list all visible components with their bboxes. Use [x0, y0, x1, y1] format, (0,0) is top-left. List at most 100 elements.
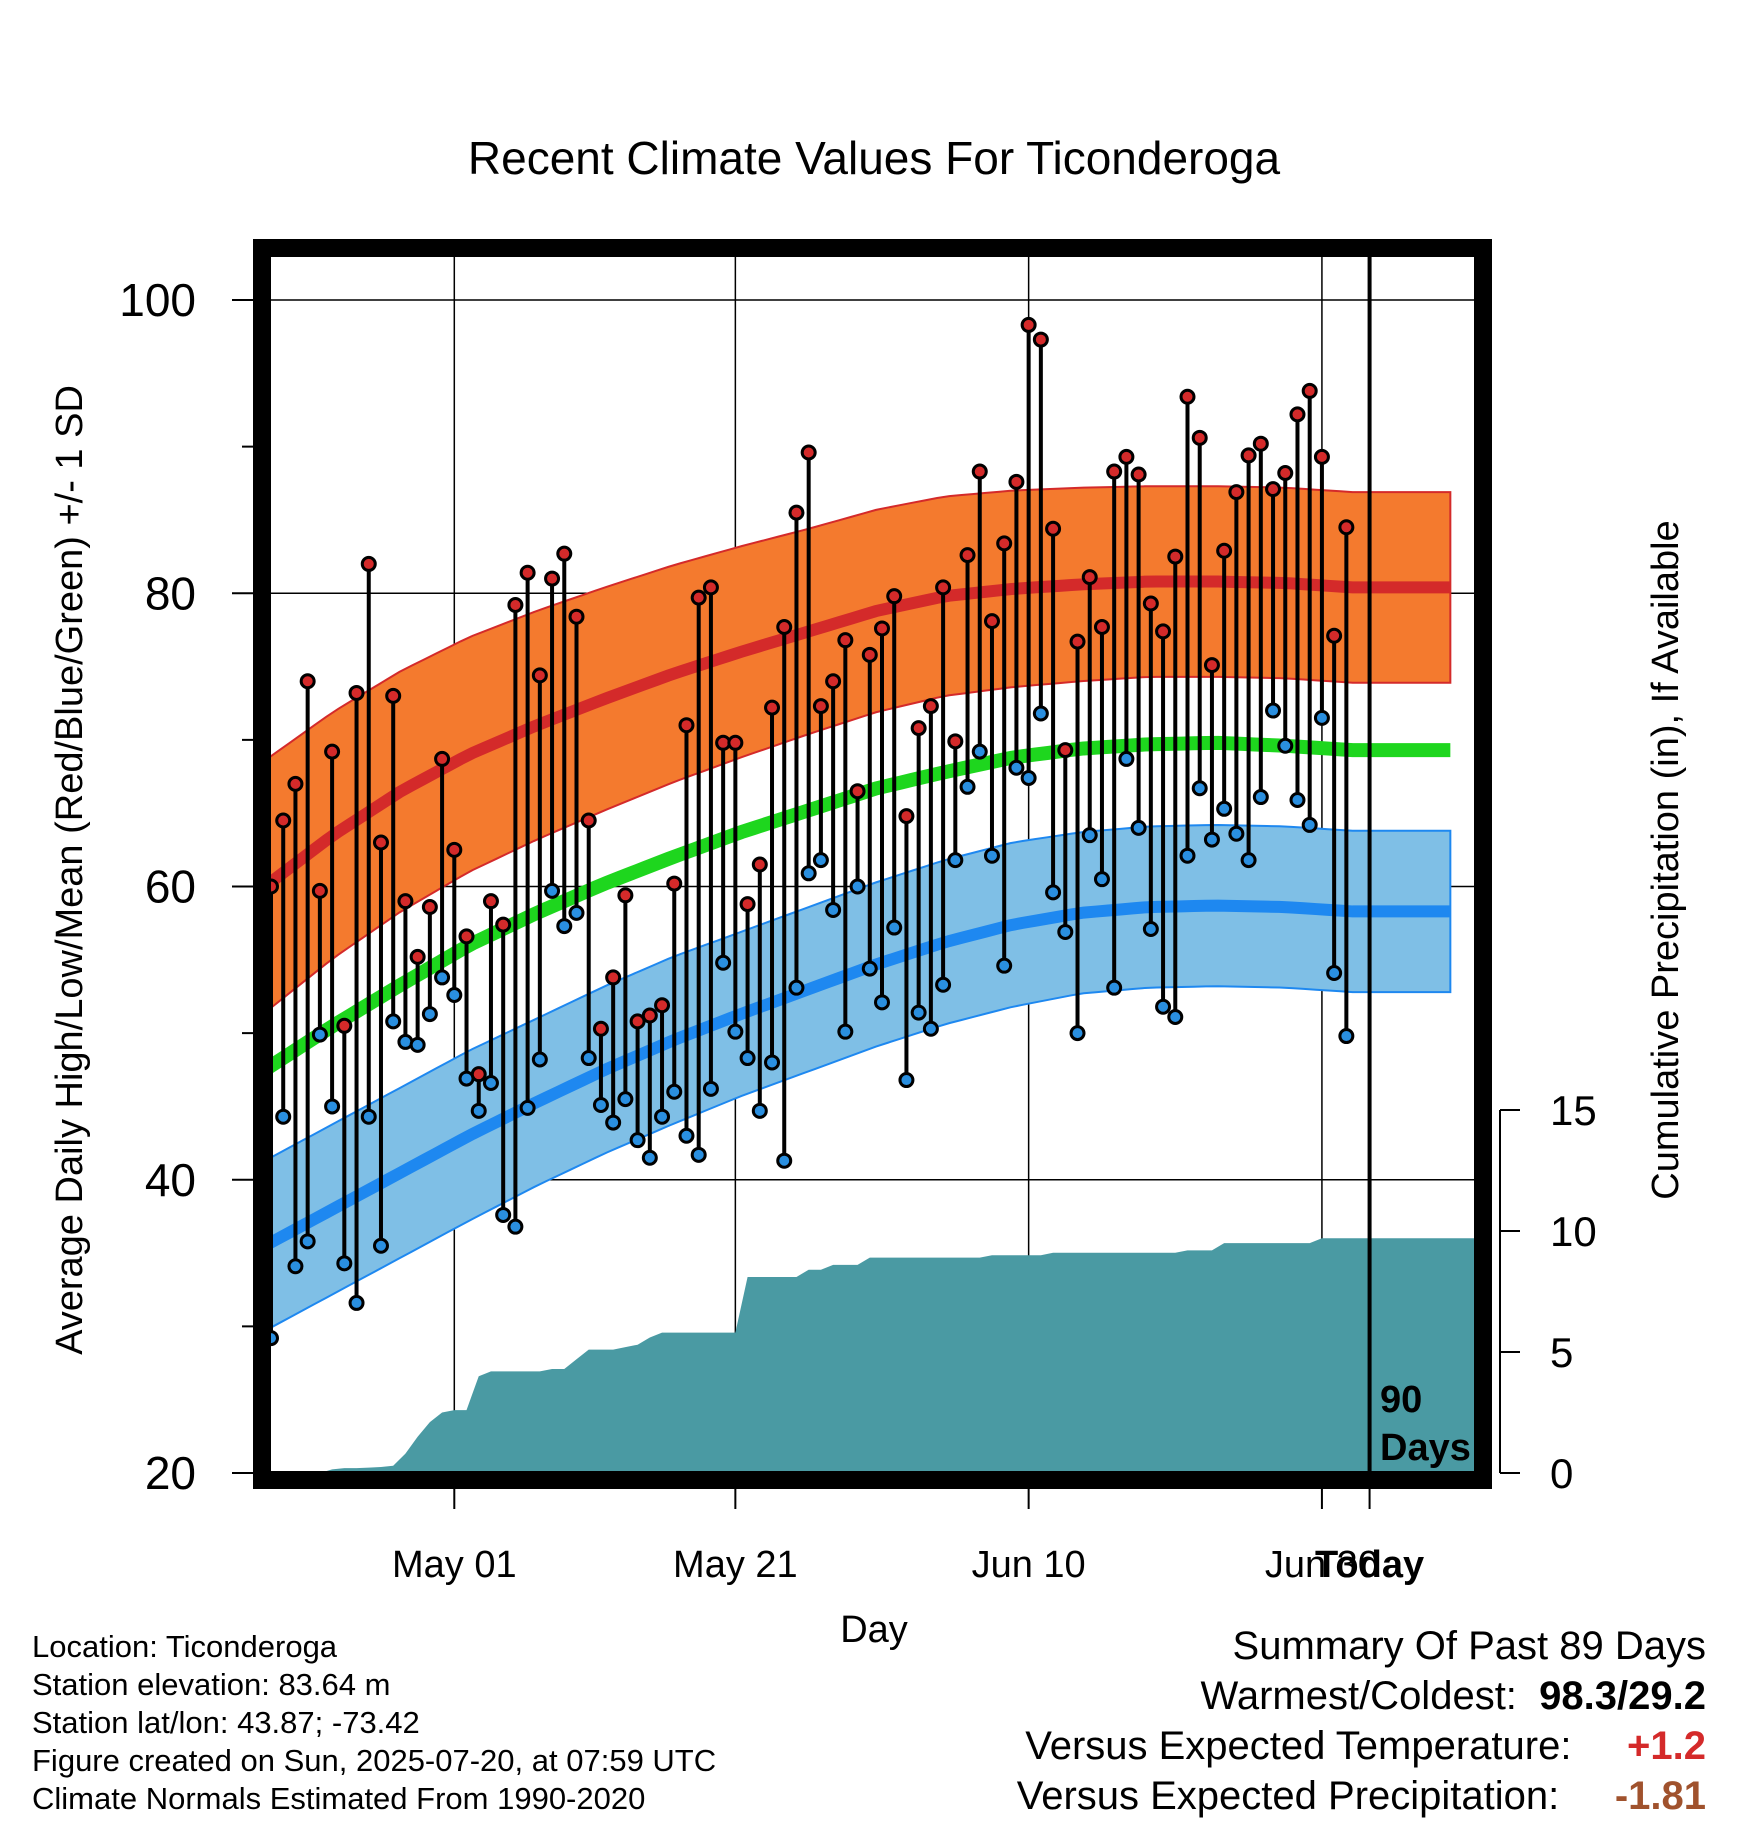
- high-point: [556, 545, 573, 562]
- high-point: [1020, 316, 1037, 333]
- daily-points: [263, 316, 1355, 1347]
- high-point: [434, 750, 451, 767]
- y-tick-label: 80: [145, 567, 196, 619]
- low-point: [654, 1108, 671, 1125]
- latlon-text: Station lat/lon: 43.87; -73.42: [32, 1705, 420, 1740]
- plot-frame: [253, 239, 1492, 1489]
- high-point: [1277, 465, 1294, 482]
- high-point: [666, 875, 683, 892]
- high-point: [1057, 742, 1074, 759]
- high-point: [1155, 623, 1172, 640]
- temp-anomaly-row: Versus Expected Temperature: +1.2: [1017, 1721, 1706, 1771]
- low-point: [812, 852, 829, 869]
- high-point: [641, 1007, 658, 1024]
- low-point: [715, 954, 732, 971]
- low-point: [641, 1149, 658, 1166]
- x-axis-label: Day: [840, 1609, 908, 1651]
- high-point: [275, 812, 292, 829]
- low-point: [372, 1237, 389, 1254]
- high-point: [605, 969, 622, 986]
- low-point: [1081, 827, 1098, 844]
- low-point: [434, 969, 451, 986]
- low-point: [764, 1054, 781, 1071]
- low-point: [287, 1258, 304, 1275]
- low-point: [1203, 831, 1220, 848]
- low-point: [299, 1233, 316, 1250]
- y-tick-label: 20: [145, 1447, 196, 1499]
- low-point: [996, 957, 1013, 974]
- low-point: [336, 1255, 353, 1272]
- today-days-line1: 90: [1380, 1379, 1422, 1421]
- high-point: [372, 834, 389, 851]
- high-point: [886, 588, 903, 605]
- high-point: [1142, 595, 1159, 612]
- plot-border: [253, 239, 1492, 1489]
- high-point: [959, 547, 976, 564]
- high-point: [776, 618, 793, 635]
- high-point: [544, 570, 561, 587]
- high-point: [311, 882, 328, 899]
- high-point: [788, 504, 805, 521]
- high-point: [360, 555, 377, 572]
- y2-tick-label: 15: [1550, 1087, 1597, 1134]
- low-point: [751, 1102, 768, 1119]
- low-point: [898, 1072, 915, 1089]
- low-point: [1228, 825, 1245, 842]
- daily-range-stems: [269, 324, 1349, 1339]
- low-point: [1326, 965, 1343, 982]
- high-point: [299, 673, 316, 690]
- low-point: [275, 1108, 292, 1125]
- low-point: [409, 1036, 426, 1053]
- low-point: [482, 1074, 499, 1091]
- high-point: [421, 899, 438, 916]
- warmest-value: 98.3: [1539, 1674, 1618, 1718]
- low-point: [1155, 998, 1172, 1015]
- normal-bands: [261, 485, 1452, 1333]
- low-point: [861, 960, 878, 977]
- high-point: [812, 698, 829, 715]
- low-point: [1289, 791, 1306, 808]
- low-point: [1142, 921, 1159, 938]
- low-point: [947, 852, 964, 869]
- high-point: [1228, 484, 1245, 501]
- y2-tick-label: 0: [1550, 1450, 1573, 1497]
- low-point: [1020, 769, 1037, 786]
- high-point: [1032, 331, 1049, 348]
- high-point: [1203, 657, 1220, 674]
- high-point: [861, 646, 878, 663]
- low-point: [446, 987, 463, 1004]
- low-point: [1277, 737, 1294, 754]
- station-info: Location: Ticonderoga Station elevation:…: [32, 1628, 716, 1818]
- high-point: [739, 896, 756, 913]
- high-point: [1191, 429, 1208, 446]
- low-point: [1008, 759, 1025, 776]
- y-tick-label: 60: [145, 861, 196, 913]
- high-point: [654, 997, 671, 1014]
- low-point: [519, 1099, 536, 1116]
- high-point: [910, 720, 927, 737]
- low-point: [983, 847, 1000, 864]
- low-point: [1167, 1008, 1184, 1025]
- low-point: [1130, 819, 1147, 836]
- low-point: [629, 1132, 646, 1149]
- low-point: [580, 1050, 597, 1067]
- low-point: [568, 904, 585, 921]
- location-text: Location: Ticonderoga: [32, 1629, 338, 1664]
- high-point: [1265, 481, 1282, 498]
- low-point: [1057, 923, 1074, 940]
- x-tick-label: May 01: [392, 1544, 517, 1586]
- low-point: [727, 1023, 744, 1040]
- high-point: [348, 684, 365, 701]
- low-point: [849, 878, 866, 895]
- low-point: [507, 1218, 524, 1235]
- high-point: [495, 916, 512, 933]
- high-point: [531, 667, 548, 684]
- precip-anomaly-row: Versus Expected Precipitation: -1.81: [1017, 1771, 1706, 1821]
- low-point: [837, 1023, 854, 1040]
- low-point: [690, 1146, 707, 1163]
- high-point: [727, 734, 744, 751]
- coldest-value: 29.2: [1628, 1674, 1706, 1718]
- high-point: [922, 698, 939, 715]
- high-point: [678, 717, 695, 734]
